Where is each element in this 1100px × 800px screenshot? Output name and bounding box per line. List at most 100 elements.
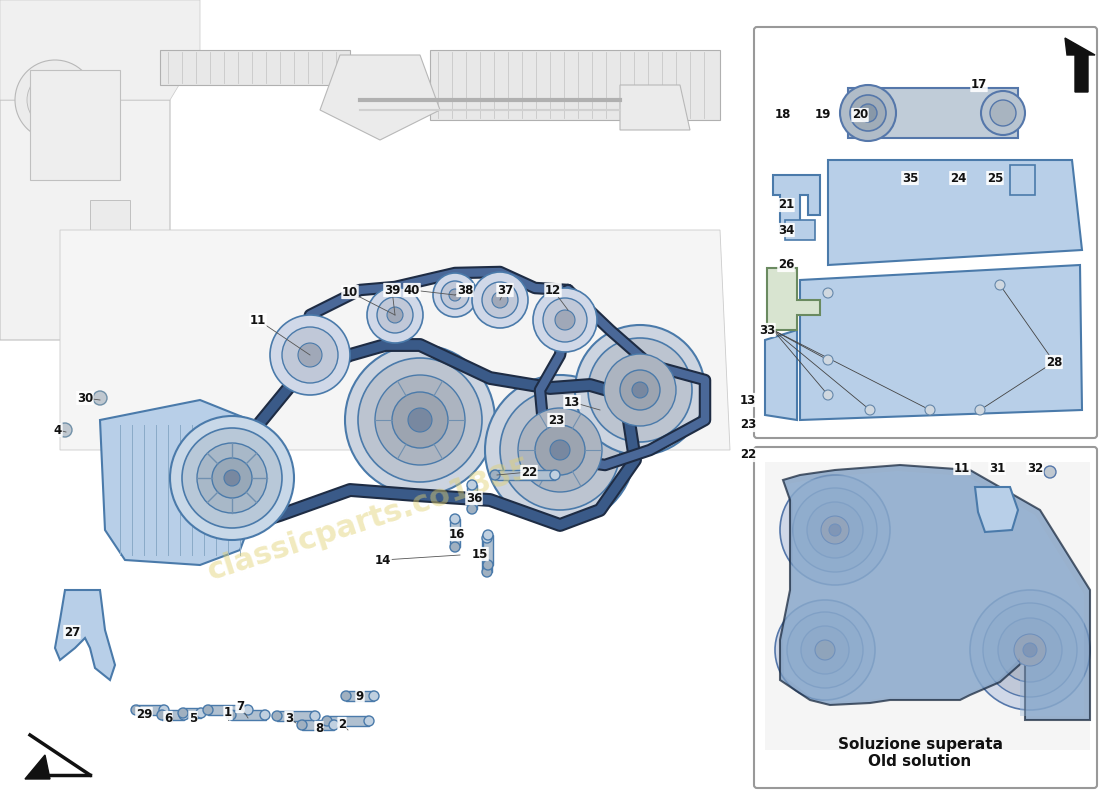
- Circle shape: [297, 720, 307, 730]
- Circle shape: [433, 273, 477, 317]
- Circle shape: [224, 470, 240, 486]
- Circle shape: [358, 358, 482, 482]
- Circle shape: [970, 590, 1090, 710]
- Circle shape: [15, 60, 95, 140]
- Circle shape: [204, 705, 213, 715]
- Text: 22: 22: [521, 466, 537, 478]
- Circle shape: [282, 327, 338, 383]
- Circle shape: [243, 705, 253, 715]
- Text: 2: 2: [338, 718, 346, 730]
- Circle shape: [310, 711, 320, 721]
- Polygon shape: [55, 590, 116, 680]
- Circle shape: [815, 640, 835, 660]
- Text: 20: 20: [851, 109, 868, 122]
- Circle shape: [620, 370, 660, 410]
- Polygon shape: [30, 70, 120, 180]
- Circle shape: [556, 310, 575, 330]
- Circle shape: [500, 390, 620, 510]
- Circle shape: [482, 567, 492, 577]
- Circle shape: [1014, 634, 1046, 666]
- Circle shape: [170, 416, 294, 540]
- Circle shape: [272, 711, 282, 721]
- Circle shape: [131, 705, 141, 715]
- Text: 10: 10: [342, 286, 359, 298]
- Polygon shape: [783, 471, 1084, 716]
- Circle shape: [160, 705, 169, 715]
- Text: Soluzione superata: Soluzione superata: [837, 738, 1002, 753]
- Circle shape: [483, 560, 493, 570]
- Circle shape: [821, 516, 849, 544]
- Circle shape: [550, 440, 570, 460]
- Circle shape: [94, 391, 107, 405]
- Polygon shape: [0, 0, 200, 100]
- Circle shape: [829, 524, 842, 536]
- Circle shape: [983, 603, 1077, 697]
- Circle shape: [341, 691, 351, 701]
- Circle shape: [468, 504, 477, 514]
- Circle shape: [368, 691, 379, 701]
- Circle shape: [322, 716, 332, 726]
- Circle shape: [1023, 643, 1037, 657]
- Circle shape: [345, 345, 495, 495]
- Circle shape: [801, 626, 849, 674]
- Bar: [162, 710, 184, 720]
- Circle shape: [823, 390, 833, 400]
- Bar: [136, 705, 164, 715]
- Text: 15: 15: [472, 547, 488, 561]
- Polygon shape: [764, 462, 1090, 750]
- Polygon shape: [767, 268, 820, 330]
- Bar: [346, 691, 374, 701]
- Circle shape: [482, 533, 492, 543]
- Bar: [327, 716, 368, 726]
- Text: 33: 33: [759, 323, 775, 337]
- Circle shape: [449, 289, 461, 301]
- Polygon shape: [320, 55, 440, 140]
- FancyBboxPatch shape: [754, 447, 1097, 788]
- Circle shape: [981, 91, 1025, 135]
- Text: 13: 13: [564, 395, 580, 409]
- Text: 25: 25: [987, 171, 1003, 185]
- Polygon shape: [975, 487, 1018, 532]
- Circle shape: [367, 287, 424, 343]
- Polygon shape: [100, 400, 255, 565]
- Text: 35: 35: [902, 171, 918, 185]
- Circle shape: [157, 710, 167, 720]
- Polygon shape: [160, 50, 350, 85]
- Polygon shape: [90, 200, 130, 230]
- Circle shape: [1044, 466, 1056, 478]
- Circle shape: [786, 612, 864, 688]
- Text: 38: 38: [456, 283, 473, 297]
- Circle shape: [490, 470, 500, 480]
- Circle shape: [226, 710, 236, 720]
- Circle shape: [178, 708, 188, 718]
- Bar: [482, 537, 492, 572]
- Polygon shape: [800, 265, 1082, 420]
- Text: 11: 11: [250, 314, 266, 326]
- FancyBboxPatch shape: [754, 27, 1097, 438]
- Circle shape: [925, 405, 935, 415]
- Circle shape: [329, 720, 339, 730]
- Circle shape: [850, 95, 886, 131]
- Text: 16: 16: [449, 527, 465, 541]
- Text: 36: 36: [465, 491, 482, 505]
- Circle shape: [483, 530, 493, 540]
- Text: 6: 6: [164, 711, 172, 725]
- Circle shape: [793, 488, 877, 572]
- Text: 31: 31: [989, 462, 1005, 474]
- Text: 23: 23: [548, 414, 564, 426]
- Text: 39: 39: [384, 283, 400, 297]
- Text: 8: 8: [315, 722, 323, 734]
- Text: 18: 18: [774, 109, 791, 122]
- Text: 26: 26: [778, 258, 794, 271]
- Text: 12: 12: [544, 283, 561, 297]
- Bar: [495, 470, 556, 480]
- Polygon shape: [25, 755, 50, 779]
- Circle shape: [518, 408, 602, 492]
- Text: 29: 29: [135, 707, 152, 721]
- Circle shape: [377, 297, 412, 333]
- Circle shape: [492, 292, 508, 308]
- Text: 22: 22: [740, 449, 756, 462]
- Text: 1: 1: [224, 706, 232, 719]
- Circle shape: [990, 100, 1016, 126]
- Text: 23: 23: [740, 418, 756, 431]
